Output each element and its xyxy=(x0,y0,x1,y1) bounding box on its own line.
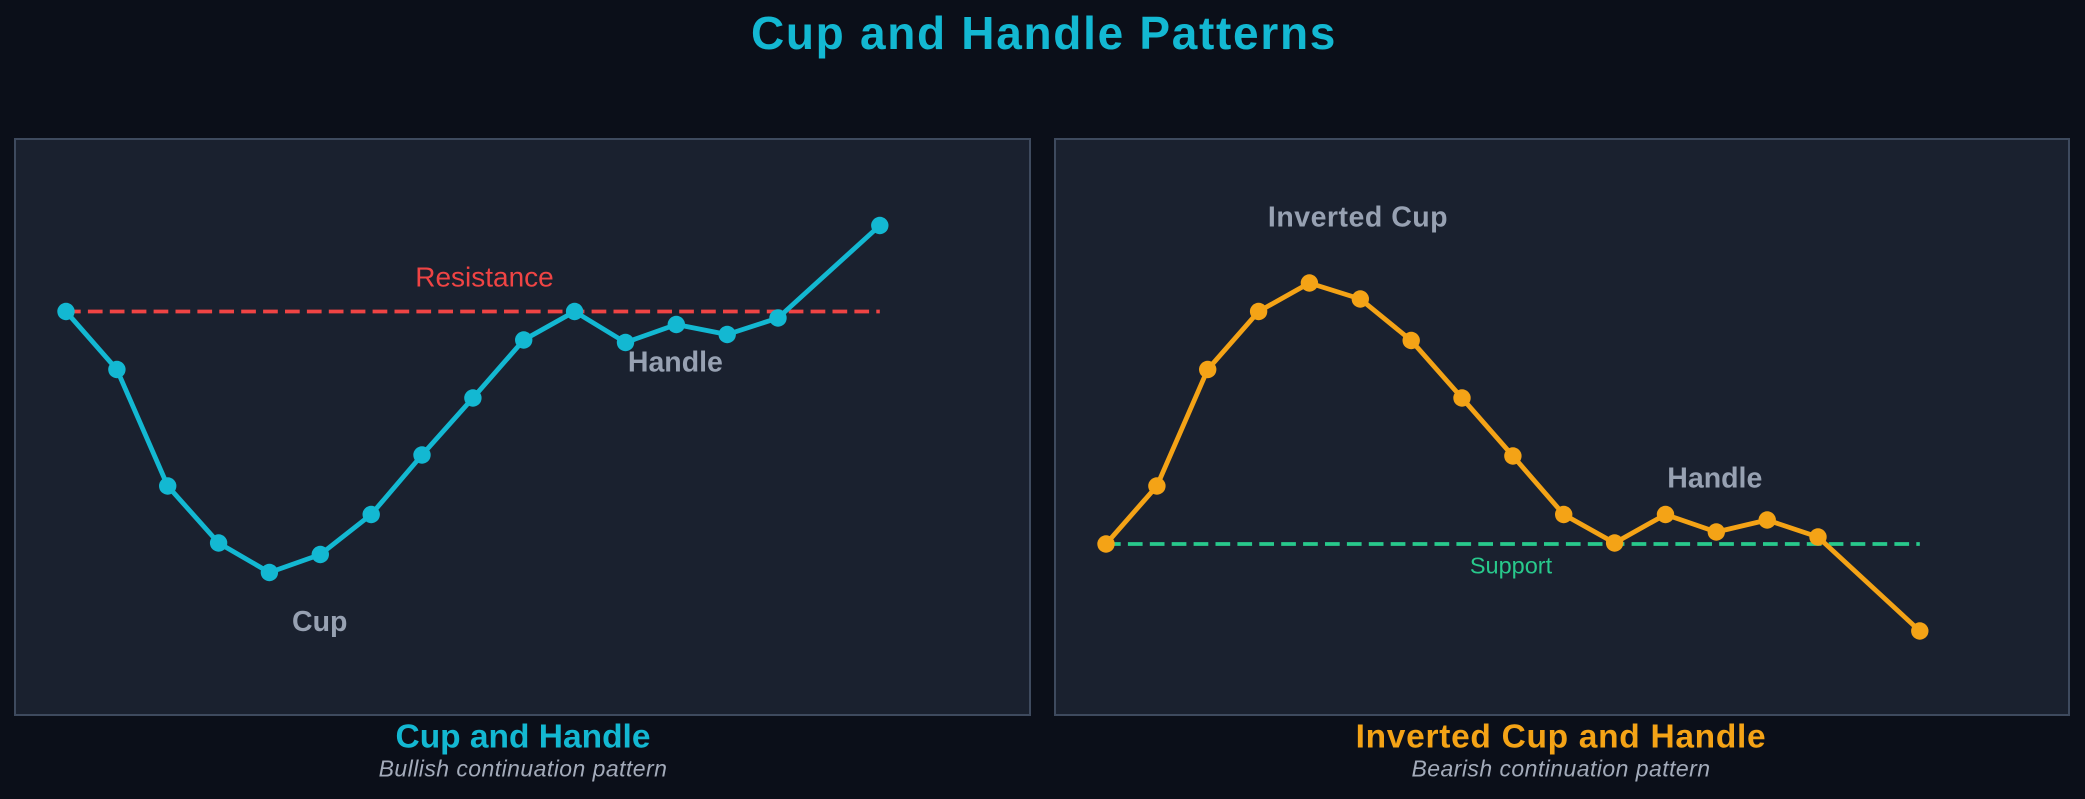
svg-text:Bearish continuation pattern: Bearish continuation pattern xyxy=(1411,756,1710,782)
svg-text:Inverted Cup: Inverted Cup xyxy=(1268,202,1448,234)
svg-text:Bullish continuation pattern: Bullish continuation pattern xyxy=(379,756,668,782)
svg-text:Handle: Handle xyxy=(1667,463,1762,495)
svg-text:Support: Support xyxy=(1470,552,1553,578)
svg-text:Cup: Cup xyxy=(292,606,347,638)
svg-text:Cup and Handle: Cup and Handle xyxy=(396,719,651,756)
svg-text:Inverted Cup and Handle: Inverted Cup and Handle xyxy=(1356,719,1767,756)
svg-text:Resistance: Resistance xyxy=(415,262,554,293)
svg-text:Cup and Handle Patterns: Cup and Handle Patterns xyxy=(751,7,1337,59)
svg-text:Handle: Handle xyxy=(628,347,723,379)
